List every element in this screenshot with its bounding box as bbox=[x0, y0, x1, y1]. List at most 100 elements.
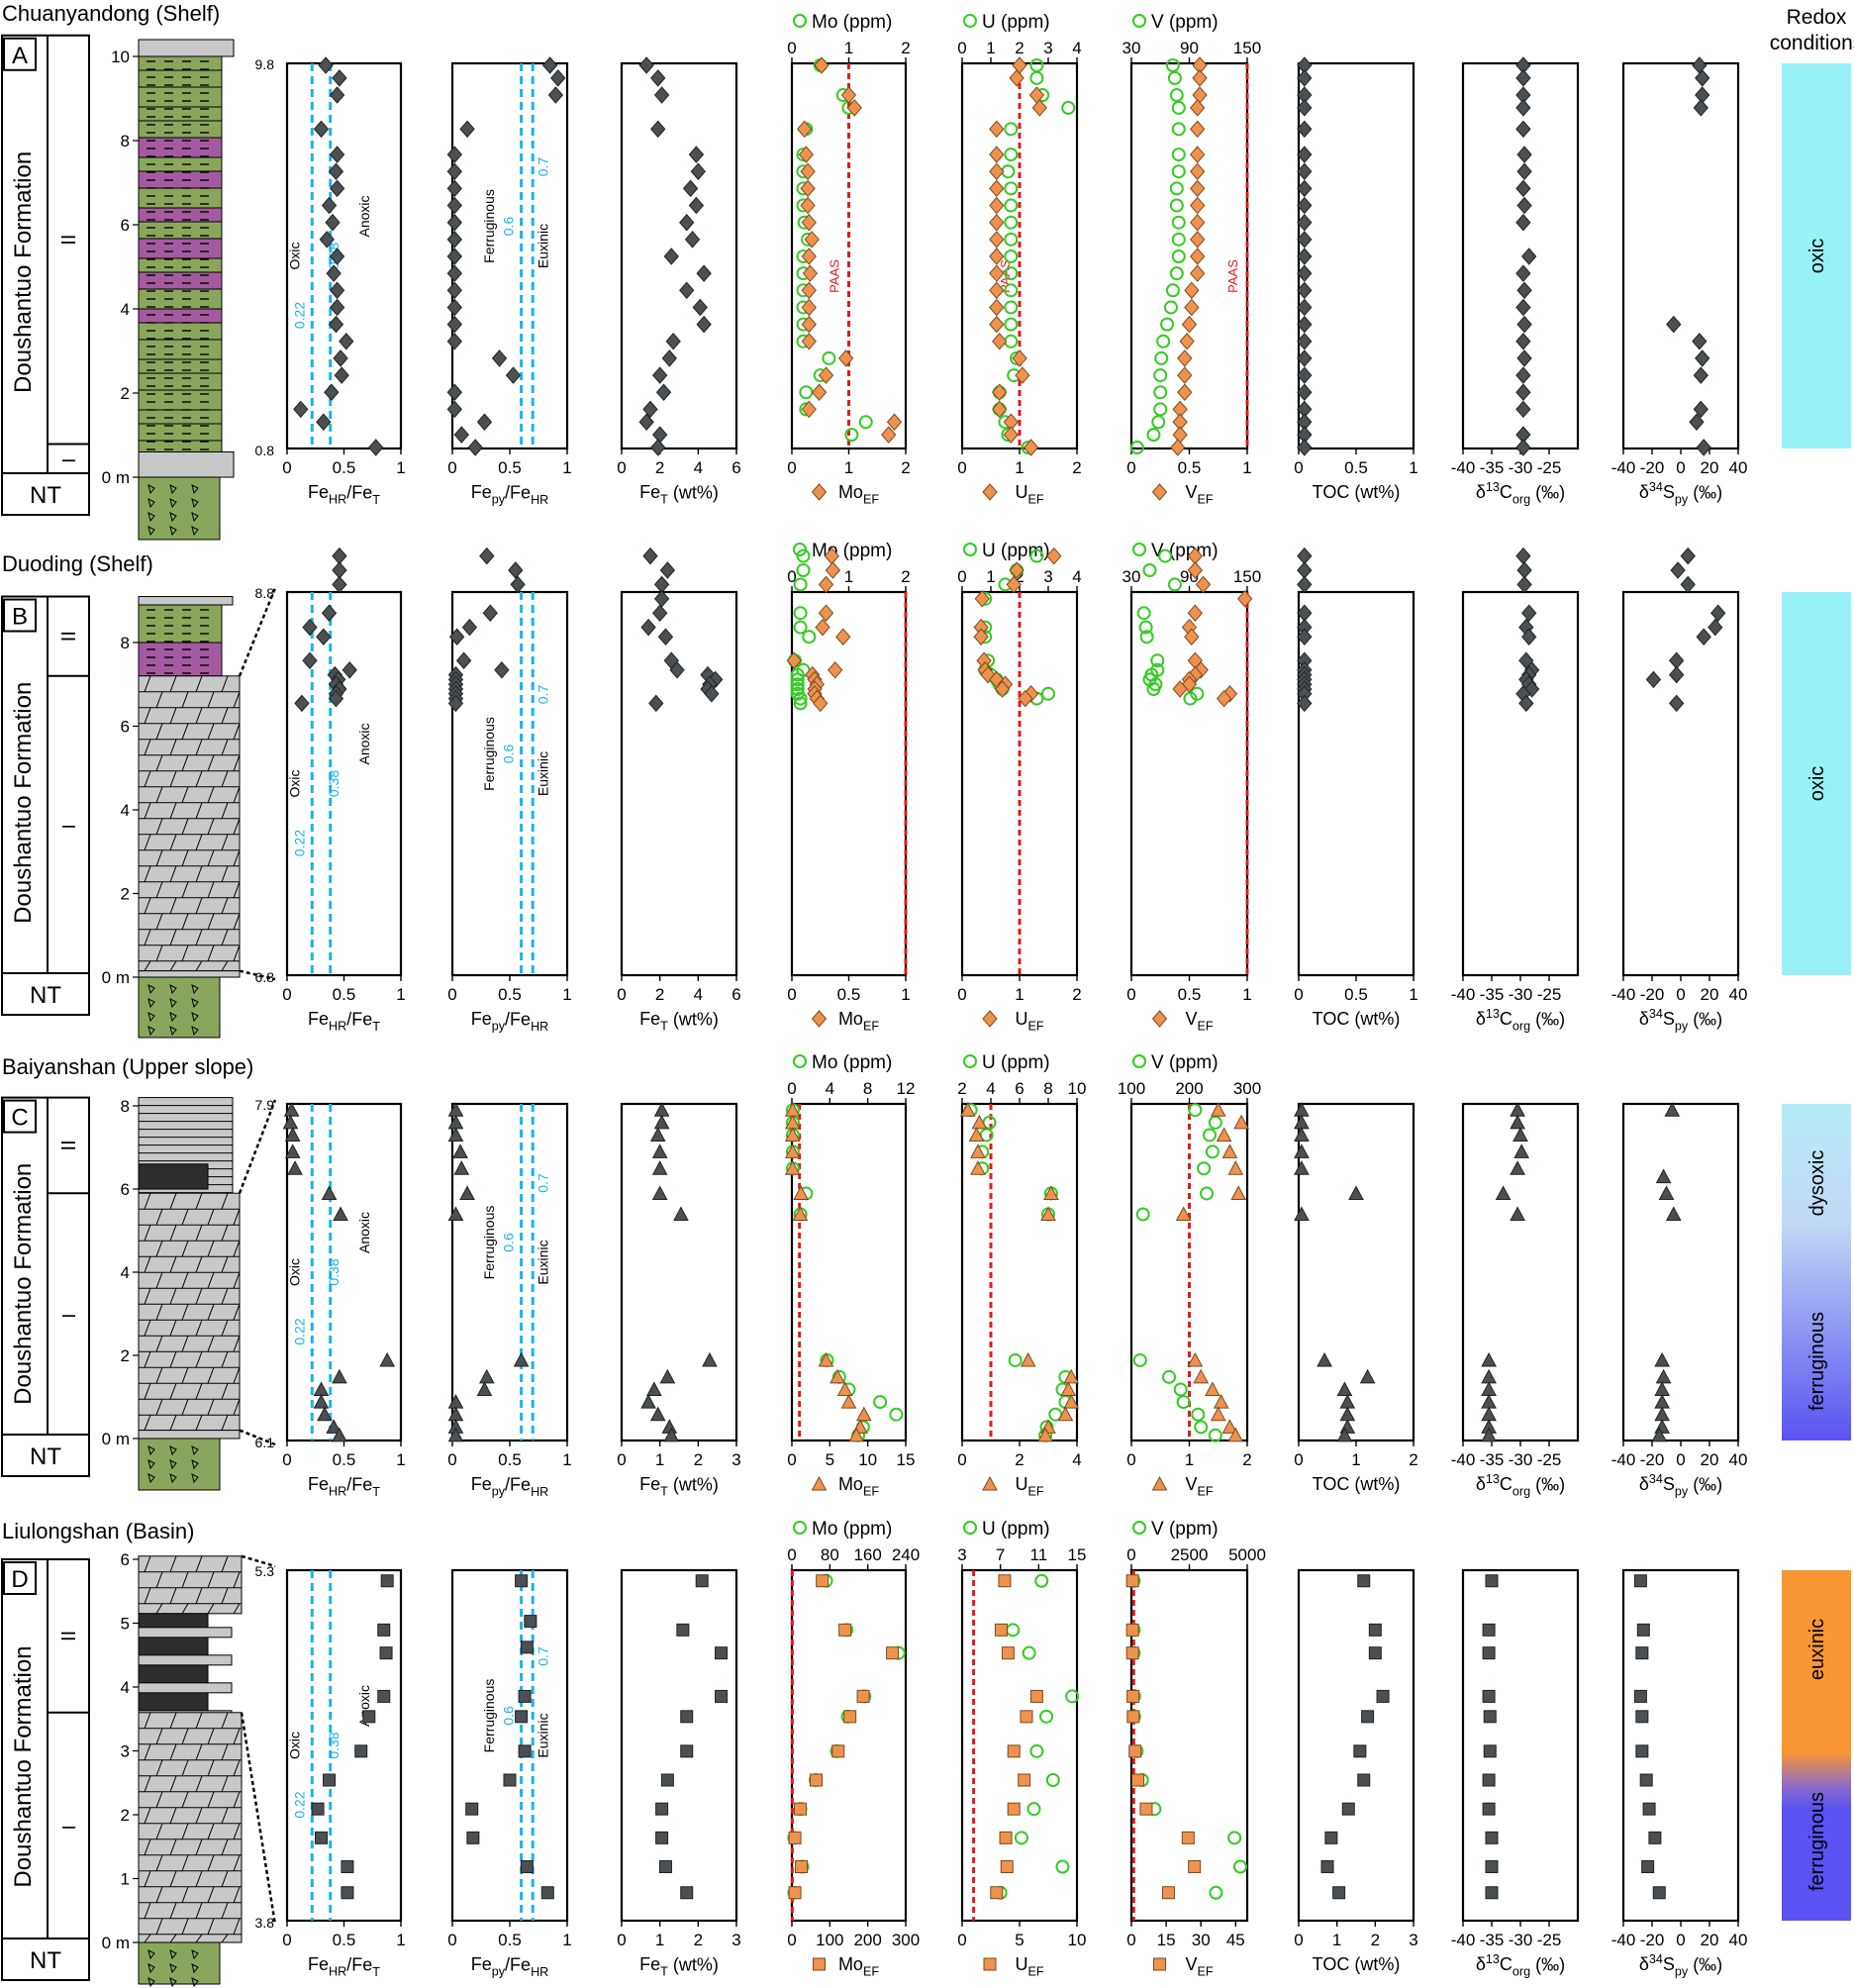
carbonate-bed bbox=[155, 1272, 163, 1289]
plot-fe_py: 0 0.5 1 Fepy/FeHR Ferruginous 0.6 0.7 Euxinic bbox=[446, 56, 572, 507]
x-axis-label: FeT (wt%) bbox=[639, 1954, 719, 1978]
ppm-point bbox=[1029, 1743, 1044, 1758]
carbonate-bed bbox=[233, 691, 241, 708]
ef-point bbox=[801, 281, 817, 300]
data-point bbox=[692, 298, 708, 317]
carbonate-bed bbox=[195, 865, 203, 882]
x-tick-label: 2 bbox=[1242, 1450, 1251, 1469]
interbed bbox=[138, 1682, 233, 1694]
data-point bbox=[1485, 1860, 1499, 1873]
x-tick-label: 2 bbox=[1072, 985, 1081, 1004]
ef-point bbox=[989, 231, 1005, 248]
nt-label: NT bbox=[30, 1947, 61, 1974]
ppm-point bbox=[1055, 1859, 1070, 1874]
carbonate-bed bbox=[221, 1743, 229, 1760]
ef-point bbox=[1046, 547, 1062, 565]
ppm-point bbox=[1171, 122, 1186, 137]
strat-tick-label: 2 bbox=[121, 1346, 130, 1365]
x-top-tick-label: 2500 bbox=[1171, 1545, 1209, 1564]
x-tick-label: 0 bbox=[1294, 1931, 1303, 1949]
paas-label: PAAS bbox=[1225, 259, 1240, 293]
x-axis-label: MoEF bbox=[838, 1009, 879, 1033]
carbonate-bed bbox=[155, 944, 163, 961]
carbonate-bed bbox=[169, 1256, 177, 1273]
x-top-axis-label: V (ppm) bbox=[1151, 12, 1219, 33]
plot-d34s: -40 -20 0 20 40 δ34Spy (‰) bbox=[1611, 56, 1747, 507]
data-point bbox=[1482, 1773, 1496, 1787]
carbonate-bed bbox=[195, 834, 203, 850]
ef-point bbox=[1184, 281, 1200, 300]
ef-point bbox=[802, 264, 819, 282]
data-point bbox=[1297, 231, 1313, 248]
carbonate-bed bbox=[233, 1571, 241, 1588]
clast bbox=[191, 1026, 199, 1037]
data-point bbox=[652, 426, 668, 444]
data-point bbox=[1341, 1802, 1355, 1816]
ppm-point bbox=[1171, 249, 1186, 263]
zone-label-euxinic: Euxinic bbox=[535, 224, 550, 268]
carbonate-bed bbox=[169, 675, 177, 692]
shale-bed bbox=[138, 86, 223, 108]
carbonate-bed bbox=[221, 1587, 229, 1604]
plot-d34s: -40 -20 0 20 40 δ34Spy (‰) bbox=[1611, 1102, 1747, 1499]
x-axis-label: TOC (wt%) bbox=[1313, 482, 1401, 502]
data-point bbox=[448, 628, 465, 646]
data-point bbox=[1515, 213, 1531, 232]
carbonate-bed bbox=[233, 1603, 241, 1615]
ef-point bbox=[835, 628, 851, 646]
carbonate-bed bbox=[207, 1304, 215, 1321]
carbonate-bed bbox=[233, 1209, 241, 1226]
data-point bbox=[1297, 628, 1313, 646]
redox-label-ferruginous: ferruginous bbox=[1806, 1792, 1828, 1891]
data-point bbox=[282, 1114, 299, 1130]
strat-tick-label: 6 bbox=[121, 1550, 130, 1569]
data-point bbox=[482, 604, 498, 622]
data-point bbox=[1297, 120, 1313, 139]
data-point bbox=[640, 1394, 656, 1409]
data-point bbox=[323, 1773, 337, 1787]
x-tick-label: 15 bbox=[897, 1450, 916, 1469]
x-axis-label: TOC (wt%) bbox=[1313, 1009, 1401, 1029]
data-point bbox=[447, 1102, 464, 1117]
data-point bbox=[1336, 1427, 1353, 1442]
x-tick-label: 45 bbox=[1226, 1931, 1245, 1949]
data-point bbox=[702, 1351, 718, 1367]
x-tick-label: 1 bbox=[396, 1450, 405, 1469]
legend-ef-marker bbox=[811, 1475, 828, 1491]
carbonate-bed bbox=[221, 770, 229, 787]
x-tick-label: 3 bbox=[732, 1931, 740, 1949]
data-point bbox=[447, 1127, 464, 1142]
x-tick-label: -40 bbox=[1611, 985, 1636, 1004]
threshold-label: 0.22 bbox=[291, 830, 307, 856]
x-tick-label: 0.5 bbox=[837, 985, 861, 1004]
data-point bbox=[1368, 1646, 1382, 1660]
ef-point bbox=[800, 162, 816, 180]
data-point bbox=[695, 1574, 709, 1588]
x-top-tick-label: 8 bbox=[1043, 1079, 1052, 1098]
panel-letter-box bbox=[3, 1099, 37, 1134]
clast bbox=[191, 498, 199, 509]
x-tick-label: -40 bbox=[1451, 1450, 1476, 1469]
formation-label: Doushantuo Formation bbox=[10, 1645, 37, 1887]
x-tick-label: -40 bbox=[1451, 1931, 1476, 1949]
legend-ef-marker bbox=[982, 483, 998, 501]
carbonate-bed bbox=[195, 1743, 203, 1760]
plot-u: 0 2 4 UEF 2 4 6 8 10 U (ppm) bbox=[957, 1052, 1086, 1498]
plot-d13c: -40 -35 -30 -25 δ13Corg (‰) bbox=[1451, 547, 1580, 1034]
carbonate-bed bbox=[207, 849, 215, 866]
ef-point bbox=[1018, 689, 1033, 708]
clast bbox=[147, 484, 155, 495]
ppm-point bbox=[1171, 100, 1186, 115]
data-point bbox=[1297, 146, 1313, 163]
panel-letter: C bbox=[11, 1105, 28, 1132]
carbonate-bed bbox=[155, 881, 163, 898]
carbonate-bed bbox=[181, 1823, 189, 1839]
carbonate-bed bbox=[221, 897, 229, 914]
x-tick-label: 1 bbox=[396, 985, 405, 1004]
ef-point bbox=[1060, 1381, 1077, 1396]
x-tick-label: 1 bbox=[396, 458, 405, 477]
carbonate-bed bbox=[207, 881, 215, 898]
x-tick-label: 2 bbox=[1015, 1450, 1024, 1469]
x-tick-label: 3 bbox=[1409, 1931, 1417, 1949]
